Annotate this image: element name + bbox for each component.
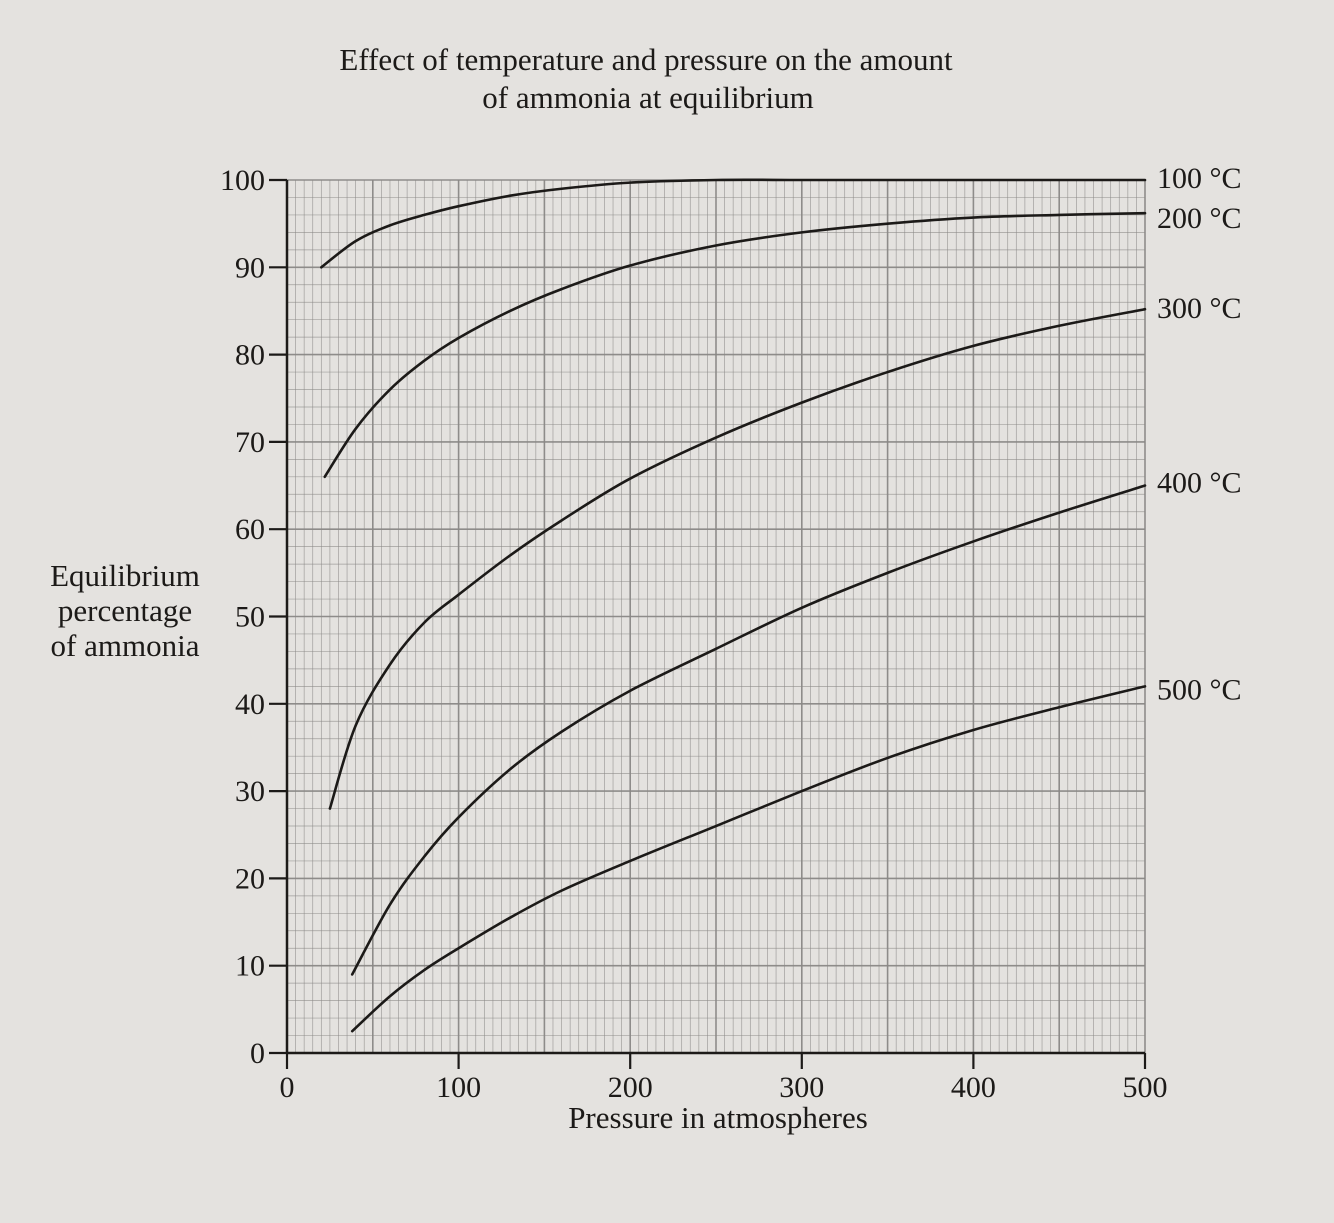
y-axis-label-line-3: of ammonia [51, 628, 200, 663]
x-tick-label: 500 [1123, 1071, 1168, 1104]
series-line [320, 178, 1147, 269]
x-tick-label: 200 [608, 1071, 653, 1104]
x-axis-label: Pressure in atmospheres [568, 1100, 868, 1135]
series-label: 200 °C [1157, 202, 1242, 235]
y-tick-label: 60 [235, 513, 265, 546]
series-line [350, 685, 1147, 1033]
axes: 0 10 20 30 40 50 60 70 80 90 100 0 100 200 300 400 500 [220, 164, 1168, 1104]
series-labels: 100 °C 200 °C 300 °C 400 °C 500 °C [1157, 162, 1242, 706]
series-label: 300 °C [1157, 292, 1242, 325]
y-axis-label-line-2: percentage [58, 593, 192, 628]
y-tick-label: 100 [220, 164, 265, 197]
series-label: 400 °C [1157, 467, 1242, 500]
y-tick-label: 70 [235, 426, 265, 459]
y-tick-label: 20 [235, 862, 265, 895]
y-tick-label: 90 [235, 251, 265, 284]
x-tick-label: 400 [951, 1071, 996, 1104]
y-axis-label: Equilibrium percentage of ammonia [50, 558, 200, 663]
plot-grid [286, 179, 1146, 1054]
y-tick-label: 50 [235, 601, 265, 634]
chart-title: Effect of temperature and pressure on th… [339, 42, 953, 77]
series-lines [320, 178, 1147, 1033]
series-label: 500 °C [1157, 673, 1242, 706]
y-tick-label: 0 [250, 1037, 265, 1070]
series-line [350, 484, 1147, 976]
y-tick-label: 10 [235, 950, 265, 983]
chart-subtitle: of ammonia at equilibrium [482, 80, 813, 115]
series-line [323, 211, 1147, 479]
y-tick-label: 40 [235, 688, 265, 721]
x-tick-label: 100 [436, 1071, 481, 1104]
y-axis-label-line-1: Equilibrium [50, 558, 200, 593]
x-tick-label: 300 [779, 1071, 824, 1104]
y-tick-label: 30 [235, 775, 265, 808]
y-tick-label: 80 [235, 339, 265, 372]
series-line [328, 307, 1147, 810]
x-tick-label: 0 [280, 1071, 295, 1104]
series-label: 100 °C [1157, 162, 1242, 195]
